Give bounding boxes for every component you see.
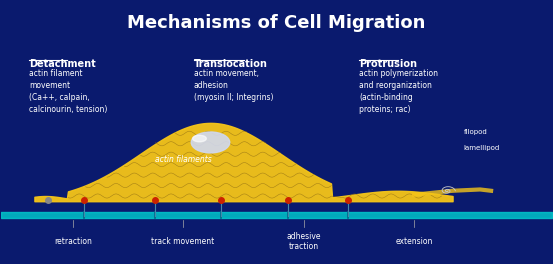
Text: actin polymerization
and reorganization
(actin-binding
proteins; rac): actin polymerization and reorganization … (359, 69, 438, 114)
Text: track movement: track movement (152, 237, 215, 246)
Text: actin filament
movement
(Ca++, calpain,
calcinourin, tension): actin filament movement (Ca++, calpain, … (29, 69, 107, 114)
Text: extension: extension (395, 237, 433, 246)
Text: actin movement,
adhesion
(myosin II; Integrins): actin movement, adhesion (myosin II; Int… (194, 69, 274, 102)
Text: adhesive
traction: adhesive traction (287, 232, 321, 251)
Text: filopod: filopod (463, 129, 487, 135)
Text: Protrusion: Protrusion (359, 59, 417, 69)
Text: retraction: retraction (54, 237, 92, 246)
Text: Mechanisms of Cell Migration: Mechanisms of Cell Migration (127, 15, 426, 32)
Ellipse shape (192, 135, 206, 142)
Text: actin filaments: actin filaments (155, 155, 212, 164)
Text: Translocation: Translocation (194, 59, 268, 69)
Text: lamellipod: lamellipod (463, 145, 500, 151)
Text: Detachment: Detachment (29, 59, 96, 69)
Ellipse shape (191, 132, 229, 153)
